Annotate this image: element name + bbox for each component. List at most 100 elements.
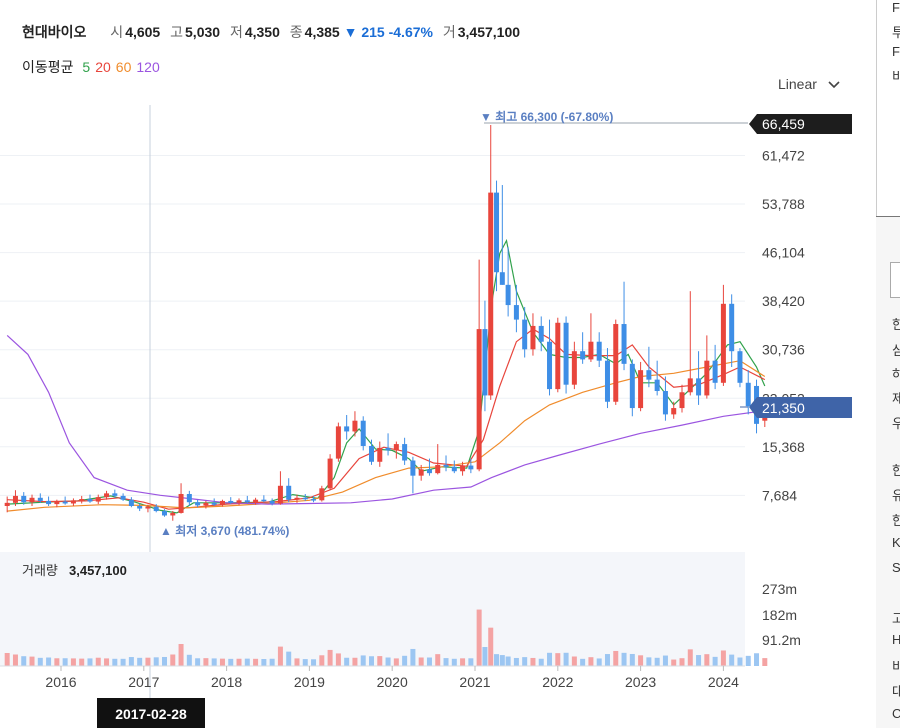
candle-body <box>513 305 519 320</box>
volume-bar <box>571 656 577 666</box>
volume-bar <box>170 654 176 666</box>
volume-bar <box>21 656 27 666</box>
side-panel-item[interactable]: S <box>892 560 900 575</box>
volume-bar <box>629 653 635 666</box>
candle-body <box>286 485 292 500</box>
crosshair-date-label: 2017-02-28 <box>115 706 187 722</box>
side-panel-item[interactable]: 한 <box>892 513 900 528</box>
candle-body <box>629 363 635 409</box>
candle-body <box>588 341 594 360</box>
volume-bar <box>360 655 366 666</box>
side-panel-item[interactable]: 하 <box>892 367 900 382</box>
y-tick-label: 30,736 <box>762 342 805 358</box>
side-panel-item[interactable]: 투 <box>892 25 900 40</box>
volume-bar <box>538 658 544 666</box>
candle-body <box>352 420 358 432</box>
volume-bar <box>621 652 627 666</box>
volume-bar <box>513 657 519 666</box>
candle-body <box>319 488 325 501</box>
candle-body <box>178 493 184 513</box>
candle-body <box>54 501 60 505</box>
candle-body <box>170 512 176 516</box>
side-panel-item[interactable]: 한 <box>892 317 900 332</box>
candle-body <box>613 324 619 402</box>
volume-bar <box>294 658 300 666</box>
y-tick-label: 61,472 <box>762 148 805 164</box>
candle-body <box>499 272 505 285</box>
candle-body <box>679 392 685 409</box>
side-panel-item[interactable]: 고 <box>892 611 900 626</box>
side-panel-item[interactable]: 대 <box>892 684 900 699</box>
candle-body <box>385 447 391 451</box>
candle-body <box>4 502 10 506</box>
volume-bar <box>488 627 494 666</box>
close-label: 종 <box>289 24 303 40</box>
volume-bar <box>137 657 143 666</box>
open-label: 시 <box>110 24 124 40</box>
volume-tick-label: 182m <box>762 607 797 623</box>
volume-bar <box>737 657 743 666</box>
side-panel-item[interactable]: 비 <box>892 69 900 84</box>
volume-bar <box>712 656 718 666</box>
ma-20-label[interactable]: 20 <box>95 59 111 75</box>
high-badge-label: 66,459 <box>762 116 805 132</box>
candle-body <box>547 341 553 390</box>
volume-bar <box>327 649 333 666</box>
ma-5-label[interactable]: 5 <box>82 59 91 75</box>
volume-bar <box>476 609 482 666</box>
side-panel-item[interactable]: F <box>892 0 900 15</box>
side-panel-item[interactable]: C <box>892 706 900 721</box>
ma-120-label[interactable]: 120 <box>136 59 160 75</box>
candle-body <box>476 329 482 470</box>
y-tick-label: 15,368 <box>762 439 805 455</box>
side-panel-item[interactable]: 비 <box>892 659 900 674</box>
volume-bar <box>104 658 110 666</box>
candle-body <box>737 351 743 383</box>
y-tick-label: 7,684 <box>762 487 797 503</box>
volume-tick-label: 91.2m <box>762 632 801 648</box>
side-panel-item[interactable]: K <box>892 535 900 550</box>
volume-bar <box>418 657 424 666</box>
volume-bar <box>662 655 668 666</box>
candle-body <box>236 500 242 503</box>
candle-body <box>482 329 488 396</box>
candle-body <box>604 360 610 402</box>
candle-body <box>745 382 751 407</box>
x-tick-label: 2018 <box>211 674 242 690</box>
candle-body <box>402 444 408 461</box>
candle-body <box>662 391 668 415</box>
volume-bar <box>253 658 259 666</box>
candle-body <box>311 499 317 501</box>
volume-bar <box>54 658 60 666</box>
side-panel-item[interactable]: 제 <box>892 391 900 406</box>
side-panel-item[interactable]: 한 <box>892 463 900 478</box>
volume-panel-value: 3,457,100 <box>69 563 127 578</box>
scale-select[interactable]: Linear <box>778 76 841 92</box>
x-tick-label: 2020 <box>377 674 408 690</box>
volume-bar <box>261 659 267 666</box>
ma-60-label[interactable]: 60 <box>115 59 132 75</box>
side-panel-item[interactable]: 우 <box>892 416 900 431</box>
side-panel-item[interactable]: 유 <box>892 488 900 503</box>
candle-body <box>522 319 528 350</box>
side-panel-item[interactable]: F <box>892 44 900 59</box>
candle-body <box>435 464 441 474</box>
candle-body <box>654 379 660 392</box>
volume-bar <box>302 659 308 666</box>
volume-panel-label: 거래량 <box>22 563 58 578</box>
volume-bar <box>87 658 93 666</box>
candle-body <box>488 192 494 396</box>
volume-bar <box>679 658 685 666</box>
side-panel-item[interactable]: H <box>892 632 900 647</box>
ma-60-line <box>7 360 766 512</box>
volume-bar <box>29 656 35 666</box>
volume-bar <box>4 653 10 666</box>
side-panel-item[interactable]: 심 <box>892 343 900 358</box>
volume-bar <box>377 656 383 666</box>
stock-name: 현대바이오 <box>22 24 87 40</box>
volume-panel-background <box>0 552 745 666</box>
candle-body <box>253 499 259 503</box>
side-search-input[interactable] <box>890 262 900 298</box>
candle-body <box>46 500 52 505</box>
